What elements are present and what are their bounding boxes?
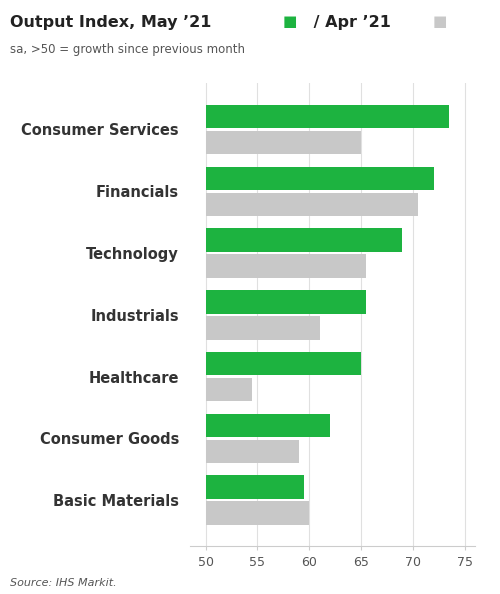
Text: Output Index, May ’21: Output Index, May ’21	[10, 15, 211, 30]
Text: / Apr ’21: / Apr ’21	[308, 15, 392, 30]
Bar	[206, 352, 361, 375]
Bar	[206, 440, 299, 463]
Bar	[206, 254, 366, 278]
Bar	[206, 131, 361, 154]
Bar	[206, 316, 320, 340]
Bar	[206, 105, 449, 128]
Bar	[206, 475, 304, 499]
Bar	[206, 166, 434, 190]
Bar	[206, 192, 418, 216]
Text: Source: IHS Markit.: Source: IHS Markit.	[10, 578, 117, 588]
Bar	[206, 290, 366, 314]
Bar	[206, 413, 330, 437]
Bar	[206, 501, 309, 525]
Text: sa, >50 = growth since previous month: sa, >50 = growth since previous month	[10, 43, 245, 56]
Text: ■: ■	[432, 14, 447, 29]
Text: ■: ■	[282, 14, 297, 29]
Bar	[206, 378, 252, 402]
Bar	[206, 228, 402, 252]
